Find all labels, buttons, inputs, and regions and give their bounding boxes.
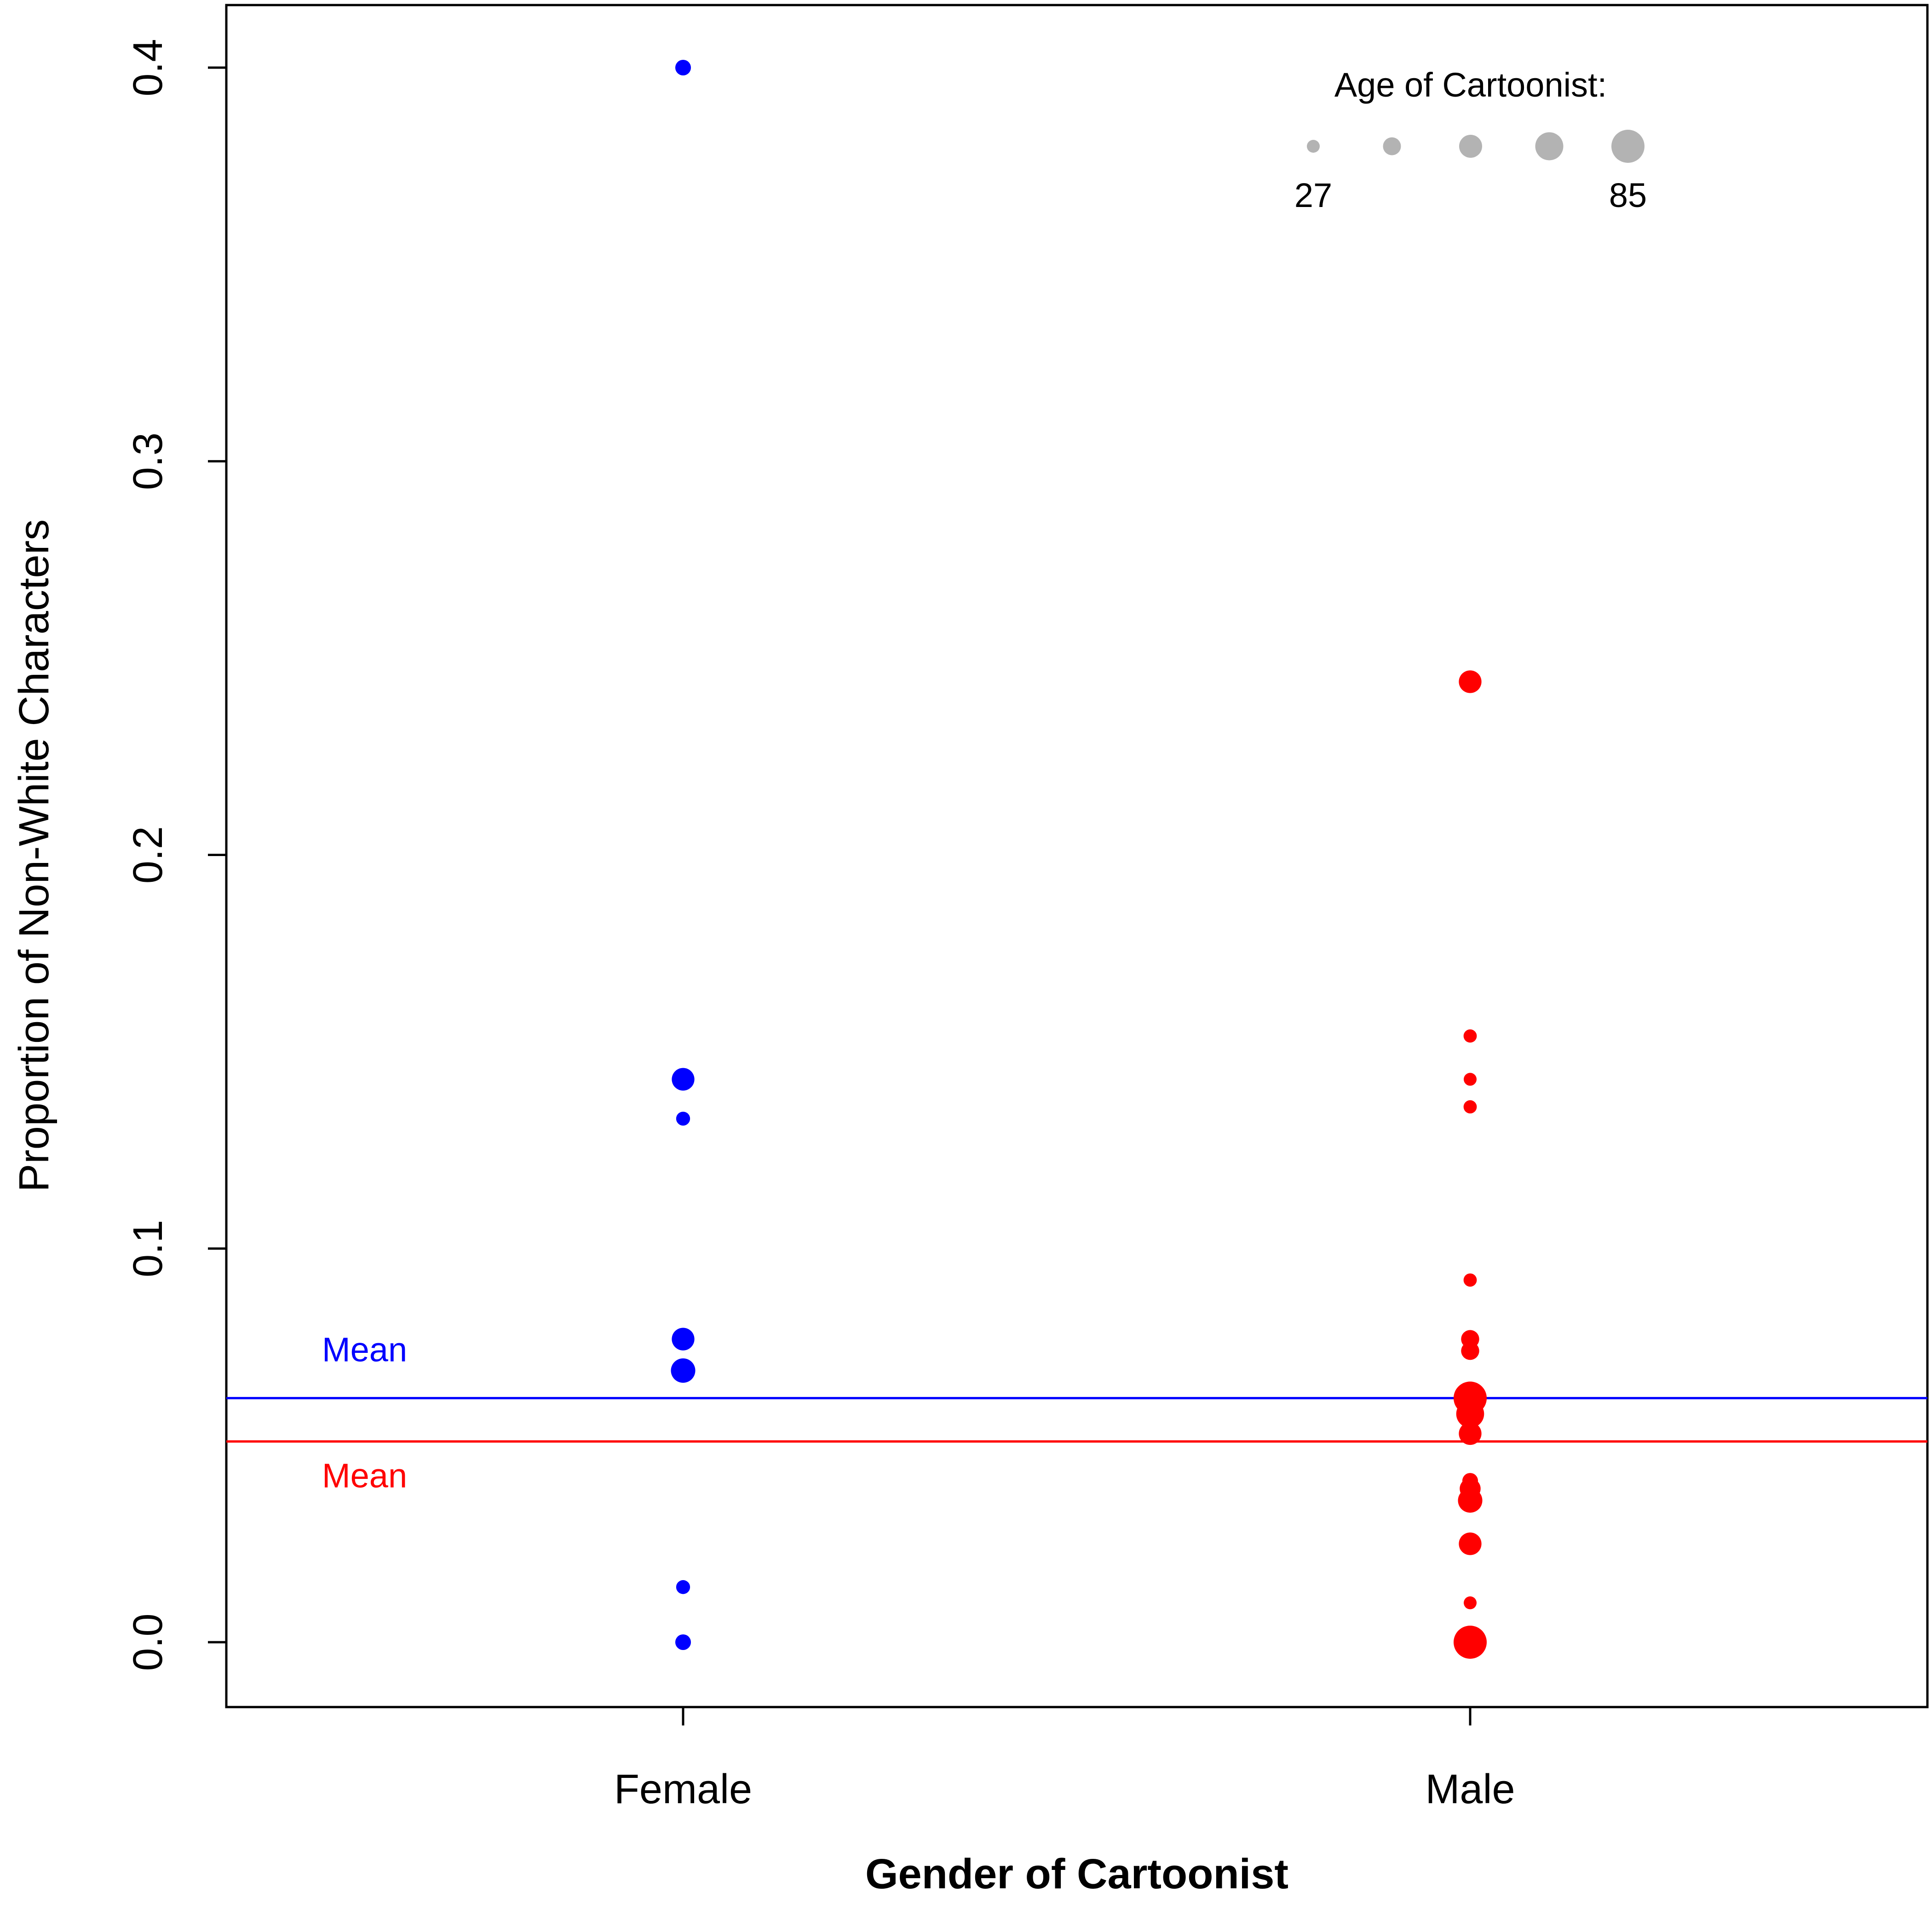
legend-size-swatch xyxy=(1383,137,1401,155)
y-axis: 0.0 0.1 0.2 0.3 0.4 xyxy=(125,39,226,1671)
data-point-male xyxy=(1463,1029,1477,1043)
data-point-male xyxy=(1461,1342,1479,1360)
plot-frame xyxy=(225,4,1929,1708)
data-point-female xyxy=(675,59,691,76)
data-point-male xyxy=(1459,1532,1482,1555)
legend-size-swatch xyxy=(1307,140,1320,153)
legend-min-label: 27 xyxy=(1294,176,1332,214)
data-point-female xyxy=(676,1111,690,1126)
x-axis: Female Male xyxy=(614,1707,1515,1812)
mean-label-male: Mean xyxy=(322,1457,407,1495)
mean-label-female: Mean xyxy=(322,1330,407,1368)
size-legend: Age of Cartoonist: 27 85 xyxy=(1294,66,1647,214)
y-tick-label: 0.3 xyxy=(125,432,171,490)
y-tick-label: 0.2 xyxy=(125,826,171,884)
data-point-male xyxy=(1458,1488,1483,1513)
y-tick-label: 0.4 xyxy=(125,39,171,96)
legend-title: Age of Cartoonist: xyxy=(1334,66,1607,104)
y-tick-label: 0.0 xyxy=(125,1613,171,1671)
data-point-male xyxy=(1459,1422,1482,1445)
x-tick-label-male: Male xyxy=(1425,1766,1515,1812)
data-point-female xyxy=(672,1068,695,1091)
data-point-female xyxy=(676,1580,690,1594)
x-axis-label: Gender of Cartoonist xyxy=(865,1851,1288,1898)
mean-lines: Mean Mean xyxy=(226,1330,1927,1495)
y-tick-label: 0.1 xyxy=(125,1220,171,1277)
data-point-female xyxy=(675,1634,691,1650)
data-point-male xyxy=(1454,1626,1487,1659)
data-points xyxy=(671,59,1487,1659)
data-point-female xyxy=(672,1328,695,1351)
data-point-male xyxy=(1456,1400,1484,1428)
data-point-male xyxy=(1463,1273,1477,1287)
x-tick-label-female: Female xyxy=(614,1766,752,1812)
legend-size-swatch xyxy=(1611,130,1644,163)
data-point-male xyxy=(1464,1596,1477,1610)
data-point-male xyxy=(1459,670,1482,693)
legend-max-label: 85 xyxy=(1609,176,1647,214)
y-axis-label: Proportion of Non-White Characters xyxy=(11,519,58,1192)
data-point-male xyxy=(1463,1100,1477,1114)
data-point-male xyxy=(1464,1073,1477,1086)
legend-size-swatch xyxy=(1535,132,1564,161)
data-point-female xyxy=(671,1358,696,1383)
legend-size-swatch xyxy=(1459,135,1482,158)
